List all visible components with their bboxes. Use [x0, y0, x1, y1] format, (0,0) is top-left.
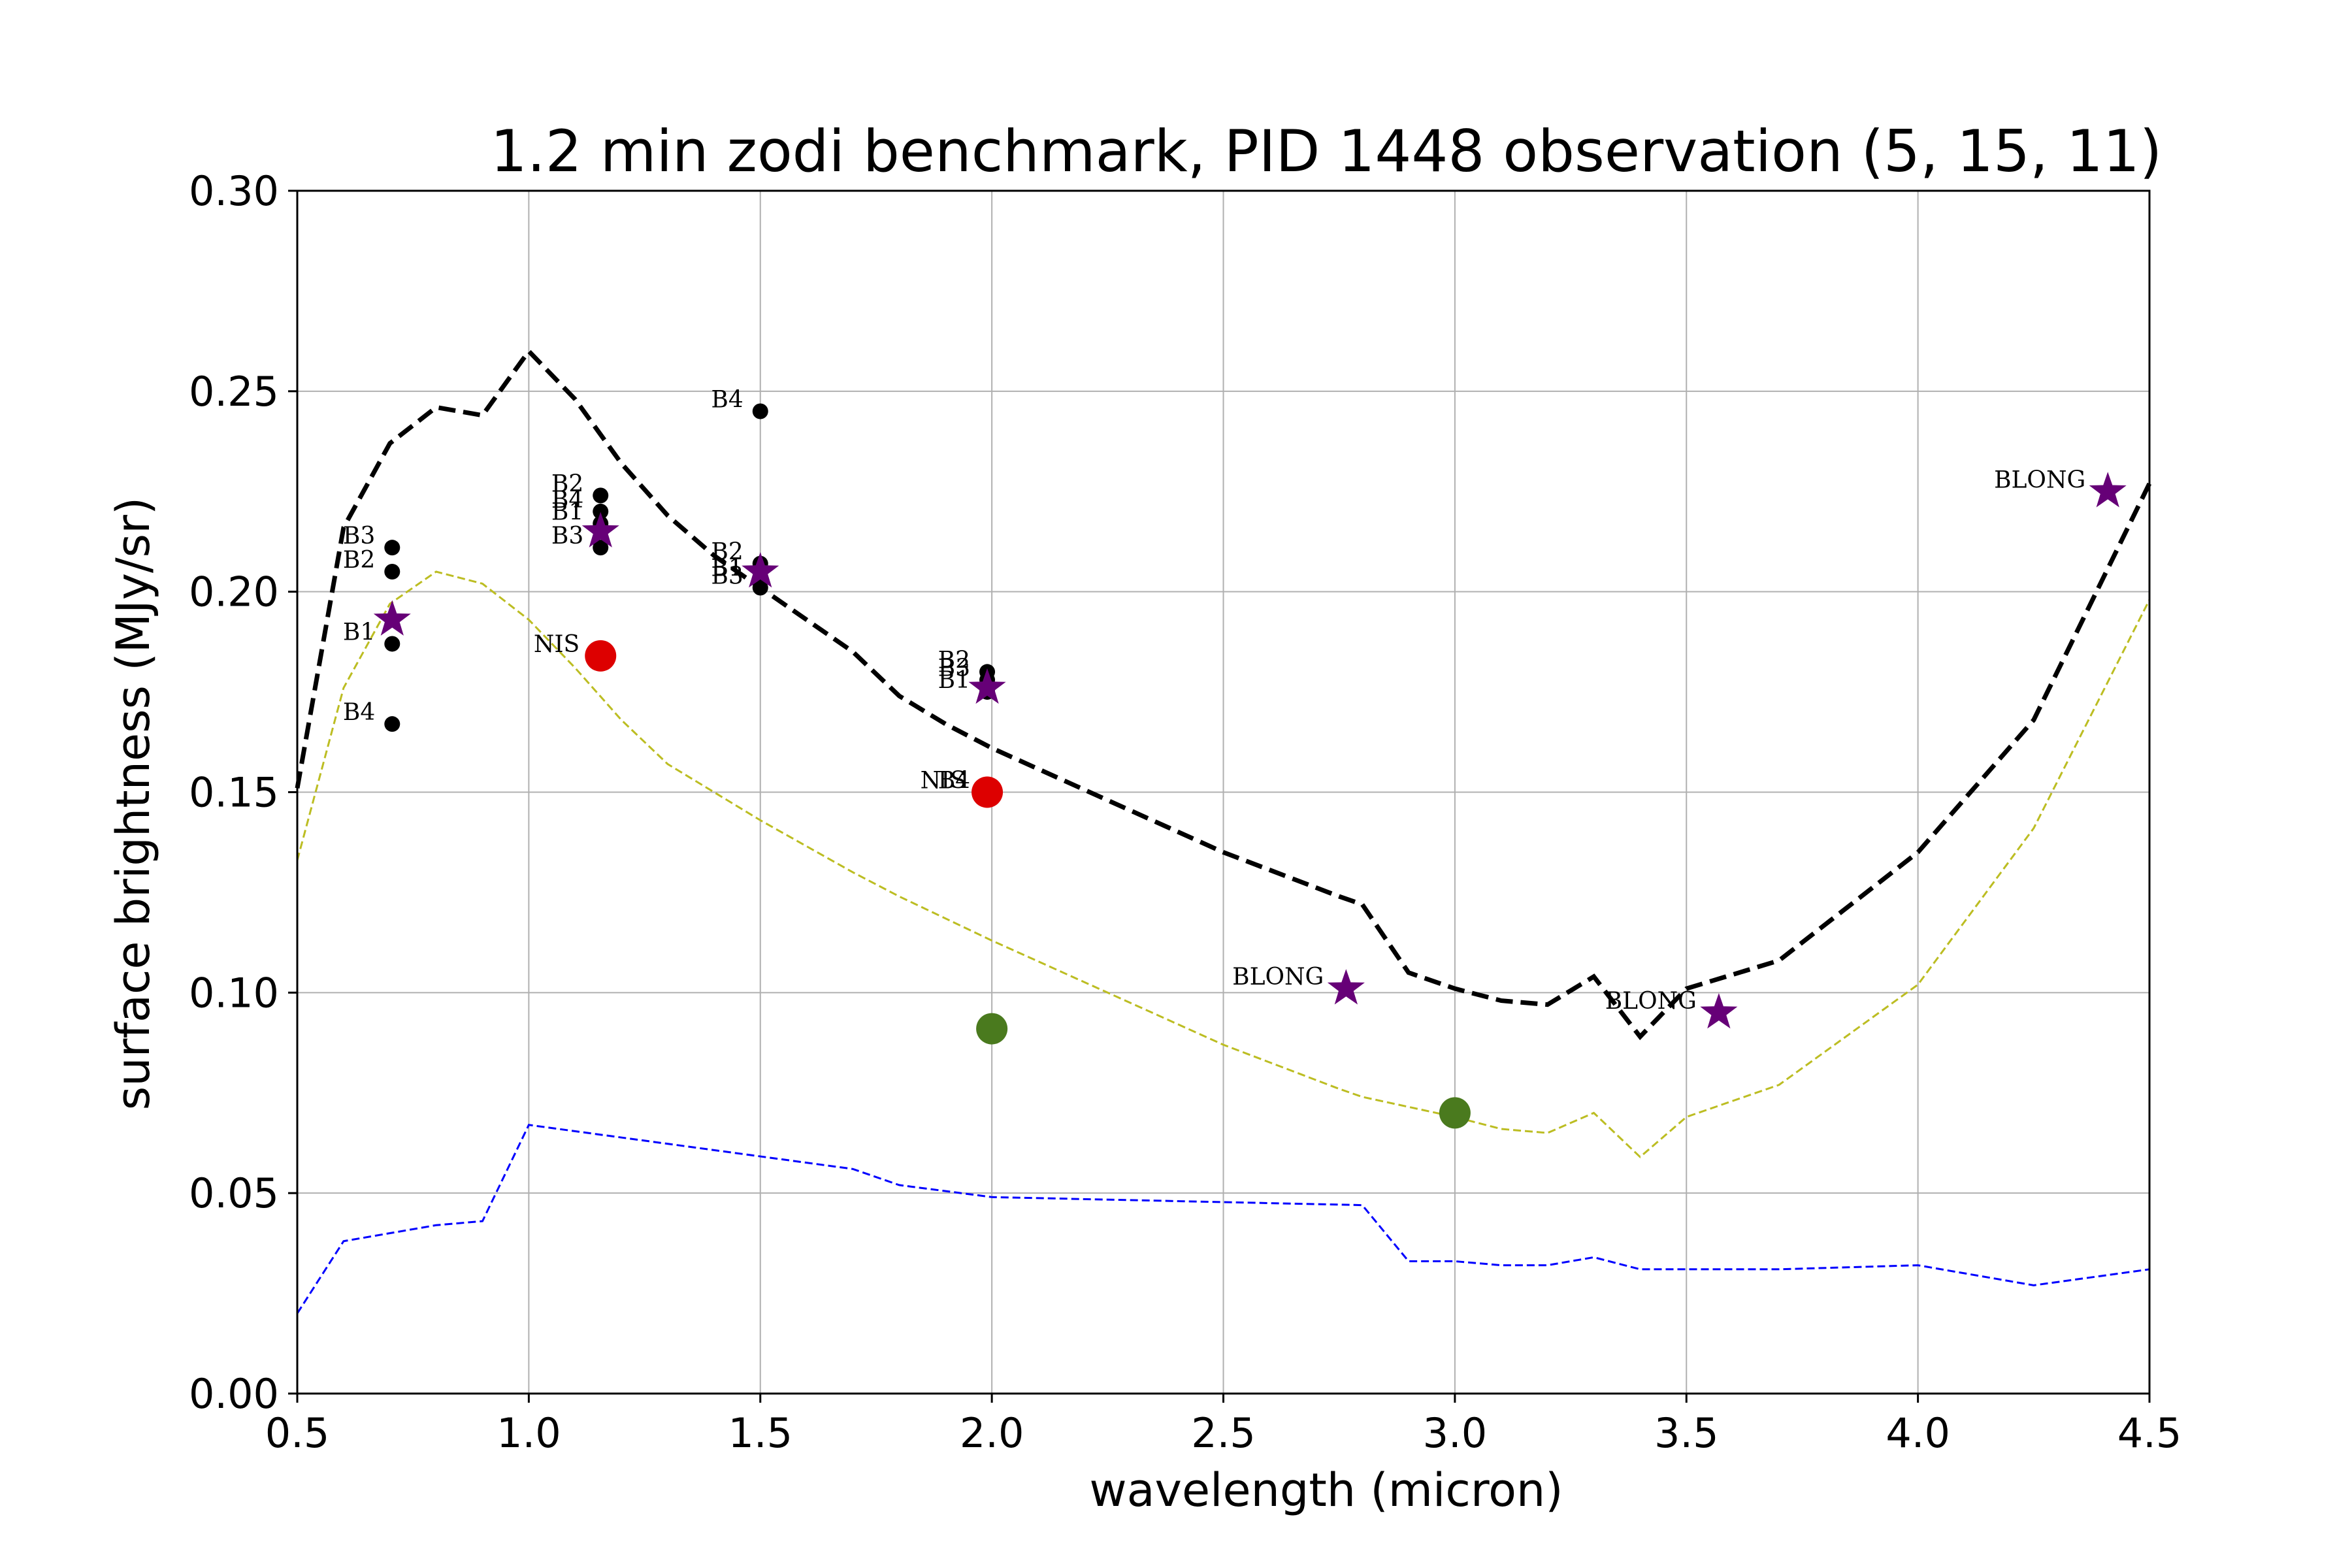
point-label: B2 — [938, 647, 970, 674]
data-point-star — [2089, 472, 2127, 508]
data-point-dot — [384, 716, 400, 732]
data-point-dot — [752, 580, 768, 596]
data-point-dot — [752, 403, 768, 419]
point-label: B2 — [711, 539, 743, 566]
data-point-dot — [593, 503, 609, 519]
axis-ticks: 0.5 1.0 1.5 2.0 2.5 3.0 3.5 4.0 4.5 0.00 0.05 0.10 0… — [189, 167, 2181, 1457]
data-point-dot — [593, 487, 609, 504]
data-point-star — [581, 512, 619, 547]
point-label: NIS — [921, 768, 966, 794]
series-lines — [295, 348, 2152, 1315]
data-point-star — [1700, 993, 1738, 1029]
y-tick-label: 0.00 — [189, 1370, 279, 1418]
point-label: B4 — [343, 699, 375, 726]
x-tick-label: 1.5 — [728, 1409, 792, 1457]
point-label: B3 — [711, 563, 743, 590]
y-axis-label: surface brightness (MJy/sr) — [106, 497, 160, 1110]
x-tick-label: 4.5 — [2117, 1409, 2182, 1457]
data-point-star — [373, 600, 411, 636]
data-point-large-dot — [976, 1013, 1008, 1045]
point-label: B4 — [938, 768, 970, 794]
x-tick-label: 4.0 — [1886, 1409, 1950, 1457]
data-point-dot — [384, 540, 400, 556]
y-tick-label: 0.30 — [189, 167, 279, 215]
grid-lines — [297, 190, 2150, 1394]
data-point-dot — [384, 563, 400, 580]
x-axis-label: wavelength (micron) — [1089, 1463, 1563, 1517]
data-point-star — [1327, 969, 1365, 1005]
point-label: B3 — [343, 523, 375, 549]
y-tick-label: 0.15 — [189, 769, 279, 817]
data-point-large-dot — [585, 640, 617, 672]
point-label: BLONG — [1994, 466, 2085, 493]
data-point-large-dot — [972, 776, 1004, 808]
point-label: B4 — [711, 387, 743, 414]
point-label: B3 — [938, 655, 970, 682]
data-point-star — [968, 668, 1006, 704]
point-label: B2 — [551, 470, 583, 497]
chart-title: 1.2 min zodi benchmark, PID 1448 observa… — [491, 118, 2162, 185]
point-label: B1 — [551, 498, 583, 525]
point-label: BLONG — [1232, 964, 1324, 990]
data-point-dot — [384, 636, 400, 652]
point-label: BLONG — [1605, 988, 1697, 1015]
x-tick-label: 2.5 — [1191, 1409, 1256, 1457]
series-line-1 — [295, 348, 2152, 1041]
series-line-3 — [296, 1124, 2150, 1315]
x-tick-label: 1.0 — [497, 1409, 561, 1457]
point-label: B1 — [711, 555, 743, 581]
x-tick-label: 3.5 — [1654, 1409, 1719, 1457]
y-tick-label: 0.10 — [189, 969, 279, 1017]
y-tick-label: 0.20 — [189, 568, 279, 616]
x-tick-label: 0.5 — [265, 1409, 330, 1457]
point-label: B4 — [551, 487, 583, 514]
x-tick-label: 2.0 — [960, 1409, 1024, 1457]
data-point-large-dot — [1439, 1097, 1471, 1129]
data-point-dot — [593, 540, 609, 556]
series-line-2 — [296, 570, 2151, 1158]
point-label: B1 — [938, 667, 970, 694]
data-point-star — [742, 552, 779, 588]
y-tick-label: 0.05 — [189, 1169, 279, 1217]
y-tick-label: 0.25 — [189, 368, 279, 416]
point-label: B2 — [343, 547, 375, 574]
data-points — [373, 403, 2127, 1129]
point-label: NIS — [534, 631, 580, 658]
point-label: B1 — [343, 619, 375, 645]
x-tick-label: 3.0 — [1423, 1409, 1488, 1457]
point-label: B3 — [551, 523, 583, 549]
point-labels: B3B2B1B4B2B4B1B3B4B2B1B3B2B3B1B4NISNISBL… — [343, 387, 2085, 1015]
